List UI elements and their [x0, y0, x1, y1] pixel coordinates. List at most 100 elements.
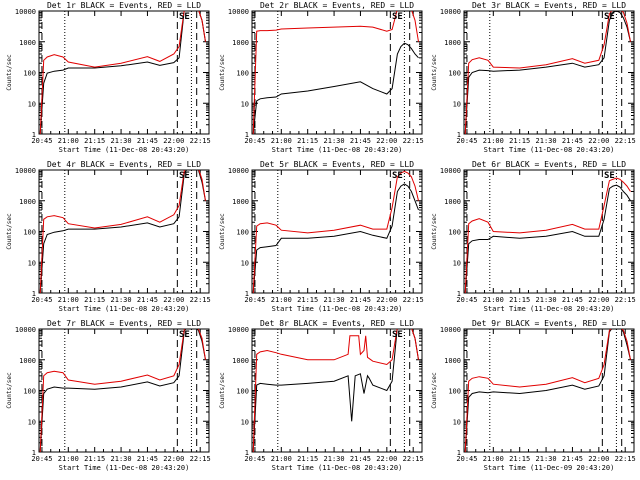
x-tick-label: 22:15: [615, 296, 636, 304]
panel-title: Det 7r BLACK = Events, RED = LLD: [47, 319, 201, 328]
x-tick-label: 21:30: [324, 455, 345, 463]
y-tick-label: 100: [448, 388, 461, 396]
y-tick-label: 1000: [232, 198, 249, 206]
series-lld-line: [252, 170, 419, 293]
x-tick-label: 20:45: [31, 296, 52, 304]
x-tick-label: 21:30: [536, 137, 557, 145]
x-axis-label: Start Time (11-Dec-09 20:43:20): [484, 464, 615, 472]
x-tick-label: 21:45: [350, 137, 371, 145]
x-tick-label: 20:45: [456, 137, 477, 145]
y-tick-label: 1: [457, 290, 461, 298]
x-tick-label: 22:15: [403, 296, 424, 304]
x-tick-label: 21:15: [297, 296, 318, 304]
x-tick-label: 22:15: [190, 296, 211, 304]
series-lld-line: [464, 177, 631, 293]
y-tick-label: 100: [23, 229, 36, 237]
y-axis-label: Counts/sec: [6, 372, 13, 409]
x-tick-label: 21:00: [483, 455, 504, 463]
x-tick-label: 21:00: [58, 455, 79, 463]
series-events-line: [39, 170, 206, 293]
panel-det-2: Det 2r BLACK = Events, RED = LLD 1 10 100 10…: [219, 1, 424, 154]
series-events-line: [252, 42, 419, 134]
y-tick-label: 10: [28, 418, 36, 426]
y-tick-label: 10000: [228, 167, 249, 175]
y-tick-label: 1: [457, 449, 461, 457]
x-tick-label: 21:30: [111, 455, 132, 463]
x-tick-label: 21:30: [536, 455, 557, 463]
series-lld-line: [464, 11, 631, 134]
x-tick-label: 22:15: [403, 137, 424, 145]
x-tick-label: 21:15: [509, 296, 530, 304]
x-tick-label: 21:15: [509, 137, 530, 145]
x-tick-label: 21:45: [562, 455, 583, 463]
y-tick-label: 10000: [15, 8, 36, 16]
y-tick-label: 1: [245, 290, 249, 298]
x-tick-label: 22:15: [403, 455, 424, 463]
y-axis-label: Counts/sec: [431, 54, 438, 91]
se-marker: SE: [392, 330, 403, 340]
y-tick-label: 1000: [232, 357, 249, 365]
y-tick-label: 10000: [228, 8, 249, 16]
x-tick-label: 21:45: [350, 455, 371, 463]
y-tick-label: 1000: [444, 357, 461, 365]
x-tick-label: 22:00: [376, 137, 397, 145]
panel-title: Det 8r BLACK = Events, RED = LLD: [260, 319, 414, 328]
series-lld-line: [39, 11, 206, 134]
y-axis-label: Counts/sec: [219, 213, 226, 250]
x-tick-label: 21:00: [58, 296, 79, 304]
x-tick-label: 22:00: [163, 137, 184, 145]
se-marker: SE: [179, 171, 190, 181]
y-tick-label: 1: [245, 131, 249, 139]
y-axis-label: Counts/sec: [6, 213, 13, 250]
panel-det-4: Det 4r BLACK = Events, RED = LLD 1 10 100 10…: [6, 160, 211, 313]
y-tick-label: 10: [453, 100, 461, 108]
y-tick-label: 10000: [228, 326, 249, 334]
x-tick-label: 21:45: [562, 137, 583, 145]
series-events-line: [39, 11, 206, 134]
y-axis-label: Counts/sec: [6, 54, 13, 91]
x-tick-label: 22:15: [190, 455, 211, 463]
x-tick-label: 20:45: [31, 455, 52, 463]
x-axis-label: Start Time (11-Dec-08 20:43:20): [272, 146, 403, 154]
series-lld-line: [39, 170, 206, 293]
panel-det-6: Det 6r BLACK = Events, RED = LLD 1 10 100 10…: [431, 160, 636, 313]
x-tick-label: 22:00: [376, 296, 397, 304]
x-tick-label: 20:45: [31, 137, 52, 145]
y-tick-label: 10: [453, 418, 461, 426]
x-tick-label: 21:00: [58, 137, 79, 145]
series-events-line: [464, 11, 631, 134]
x-tick-label: 22:00: [588, 137, 609, 145]
y-tick-label: 100: [23, 388, 36, 396]
x-tick-label: 20:45: [456, 296, 477, 304]
y-tick-label: 10000: [440, 326, 461, 334]
x-tick-label: 21:00: [271, 296, 292, 304]
x-tick-label: 21:15: [297, 137, 318, 145]
x-tick-label: 20:45: [456, 455, 477, 463]
x-tick-label: 21:45: [562, 296, 583, 304]
x-axis-label: Start Time (11-Dec-08 20:43:20): [59, 146, 190, 154]
x-tick-label: 21:30: [324, 296, 345, 304]
y-tick-label: 1: [245, 449, 249, 457]
y-tick-label: 1000: [232, 39, 249, 47]
x-tick-label: 21:30: [111, 296, 132, 304]
x-tick-label: 22:15: [615, 137, 636, 145]
y-tick-label: 100: [236, 388, 249, 396]
y-axis-label: Counts/sec: [431, 372, 438, 409]
x-tick-label: 22:00: [163, 455, 184, 463]
x-tick-label: 22:15: [615, 455, 636, 463]
panel-title: Det 2r BLACK = Events, RED = LLD: [260, 1, 414, 10]
y-axis-label: Counts/sec: [219, 54, 226, 91]
x-tick-label: 22:00: [163, 296, 184, 304]
x-tick-label: 22:00: [588, 455, 609, 463]
x-axis-label: Start Time (11-Dec-08 20:43:20): [59, 305, 190, 313]
panel-title: Det 6r BLACK = Events, RED = LLD: [472, 160, 626, 169]
y-tick-label: 1000: [19, 357, 36, 365]
y-tick-label: 1000: [19, 198, 36, 206]
series-lld-line: [252, 11, 419, 134]
x-tick-label: 21:45: [137, 137, 158, 145]
series-events-line: [252, 329, 419, 452]
panel-det-3: Det 3r BLACK = Events, RED = LLD 1 10 100 10…: [431, 1, 636, 154]
series-events-line: [252, 183, 419, 293]
y-tick-label: 100: [236, 70, 249, 78]
